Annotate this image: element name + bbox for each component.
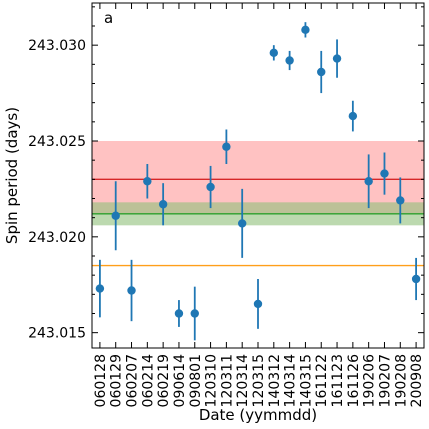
x-tick-label-17: 190206 xyxy=(362,354,378,408)
x-tick-label-8: 120311 xyxy=(219,354,235,407)
data-point-11 xyxy=(269,48,279,58)
y-tick-label-2: 243.025 xyxy=(28,134,86,150)
data-point-14 xyxy=(317,67,326,77)
x-tick-label-7: 120310 xyxy=(204,354,220,407)
x-tick-label-1: 060129 xyxy=(109,354,125,407)
x-tick-label-20: 200908 xyxy=(409,354,425,407)
data-point-10 xyxy=(253,299,263,309)
data-point-9 xyxy=(237,219,247,228)
data-points xyxy=(95,22,421,341)
data-point-13 xyxy=(301,25,310,35)
uncertainty-bands xyxy=(92,141,424,226)
x-tick-label-3: 060214 xyxy=(140,354,156,408)
data-point-4 xyxy=(158,200,168,209)
data-point-8 xyxy=(222,142,231,151)
panel-label: a xyxy=(104,9,113,27)
y-axis-ticks: 243.015 243.020 243.025 243.030 xyxy=(28,6,424,342)
x-tick-label-4: 060219 xyxy=(156,354,172,407)
data-point-6 xyxy=(190,309,199,318)
y-tick-label-0: 243.015 xyxy=(28,326,86,342)
data-point-15 xyxy=(332,54,342,63)
data-point-3 xyxy=(143,177,152,186)
x-tick-label-10: 120315 xyxy=(251,354,267,407)
data-point-5 xyxy=(174,309,184,318)
data-point-12 xyxy=(285,56,294,65)
x-tick-label-12: 140314 xyxy=(283,354,299,408)
x-tick-label-19: 190208 xyxy=(393,354,409,407)
data-point-16 xyxy=(348,111,358,121)
x-tick-label-16: 161126 xyxy=(346,354,362,408)
x-tick-label-15: 161123 xyxy=(330,354,346,407)
data-point-1 xyxy=(111,211,120,220)
data-point-19 xyxy=(396,196,405,205)
x-tick-label-9: 120314 xyxy=(235,354,251,408)
x-tick-label-13: 140315 xyxy=(298,354,314,407)
x-tick-label-6: 090801 xyxy=(188,354,204,407)
y-axis-title: Spin period (days) xyxy=(3,107,21,244)
data-point-17 xyxy=(364,177,373,186)
x-tick-label-11: 140312 xyxy=(267,354,283,407)
x-tick-label-5: 090614 xyxy=(172,354,188,408)
data-point-18 xyxy=(380,169,389,178)
x-axis-ticks: 060128 060129 060207 060214 060219 090614 0908… xyxy=(93,3,425,407)
x-tick-label-18: 190207 xyxy=(377,354,393,407)
data-point-2 xyxy=(127,286,136,295)
data-point-7 xyxy=(206,182,215,192)
y-tick-label-3: 243.030 xyxy=(28,38,86,54)
x-tick-label-2: 060207 xyxy=(125,354,141,407)
x-axis-title: Date (yymmdd) xyxy=(199,406,317,424)
data-point-0 xyxy=(95,284,105,293)
x-tick-label-0: 060128 xyxy=(93,354,109,407)
data-point-20 xyxy=(411,274,421,284)
x-tick-label-14: 161122 xyxy=(314,354,330,407)
y-tick-label-1: 243.020 xyxy=(28,230,86,246)
